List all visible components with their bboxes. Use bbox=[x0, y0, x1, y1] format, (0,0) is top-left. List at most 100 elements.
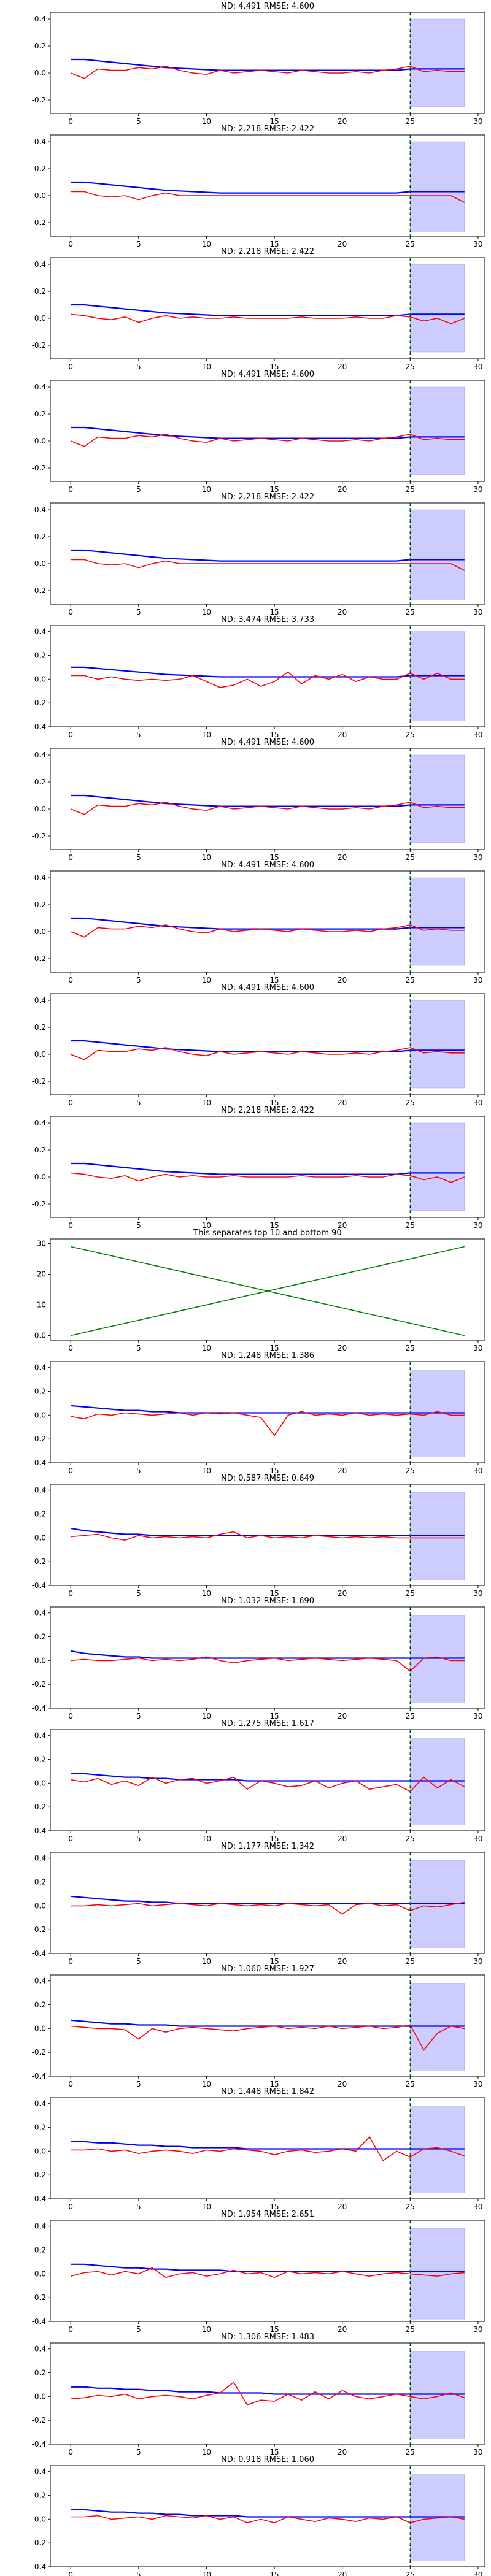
red-series-line bbox=[71, 1411, 465, 1436]
subplot-title: This separates top 10 and bottom 90 bbox=[193, 1229, 341, 1238]
x-tick-label: 25 bbox=[406, 976, 415, 984]
forecast-interval-band bbox=[410, 509, 465, 600]
x-tick-label: 5 bbox=[136, 608, 141, 616]
x-tick-label: 0 bbox=[68, 362, 73, 371]
blue-series-line bbox=[71, 426, 465, 439]
x-tick-label: 25 bbox=[406, 1098, 415, 1107]
forecast-interval-band bbox=[410, 1122, 465, 1211]
subplot-title: ND: 0.918 RMSE: 1.060 bbox=[221, 2455, 314, 2464]
y-tick-label: 0.0 bbox=[34, 1332, 46, 1340]
x-tick-label: 25 bbox=[406, 2570, 415, 2576]
subplot-title: ND: 0.587 RMSE: 0.649 bbox=[221, 1474, 314, 1483]
x-tick-label: 5 bbox=[136, 1466, 141, 1475]
y-tick-label: 0.4 bbox=[34, 2345, 46, 2353]
subplot-title: ND: 2.218 RMSE: 2.422 bbox=[221, 1106, 314, 1115]
x-tick-label: 5 bbox=[136, 1957, 141, 1966]
forecast-interval-band bbox=[410, 386, 465, 475]
y-tick-label: 0.2 bbox=[34, 778, 46, 786]
x-tick-label: 30 bbox=[473, 608, 482, 616]
x-tick-label: 30 bbox=[473, 117, 482, 126]
red-series-line bbox=[71, 559, 465, 571]
y-tick-label: 0.4 bbox=[34, 1854, 46, 1863]
subplot-title: ND: 4.491 RMSE: 4.600 bbox=[221, 738, 314, 747]
blue-series-line bbox=[71, 1040, 465, 1052]
x-tick-label: 5 bbox=[136, 117, 141, 126]
subplot-title: ND: 4.491 RMSE: 4.600 bbox=[221, 983, 314, 992]
x-tick-label: 15 bbox=[269, 853, 279, 862]
x-tick-label: 30 bbox=[473, 240, 482, 248]
y-tick-label: 0.4 bbox=[34, 383, 46, 391]
x-tick-label: 30 bbox=[473, 362, 482, 371]
plot-frame bbox=[50, 993, 485, 1095]
x-tick-label: 10 bbox=[202, 1344, 211, 1352]
y-tick-label: -0.2 bbox=[32, 2171, 46, 2179]
x-tick-label: 0 bbox=[68, 2448, 73, 2456]
subplot-15: ND: 1.275 RMSE: 1.617 -0.4 -0.2 0.0 0.2 0.4 0 5… bbox=[32, 1719, 485, 1843]
y-tick-label: 0.4 bbox=[34, 137, 46, 146]
x-tick-label: 10 bbox=[202, 240, 211, 248]
subplot-title: ND: 1.248 RMSE: 1.386 bbox=[221, 1351, 314, 1360]
x-tick-label: 20 bbox=[338, 1712, 347, 1720]
x-tick-label: 10 bbox=[202, 2080, 211, 2088]
y-tick-label: 0.0 bbox=[34, 191, 46, 200]
x-tick-label: 0 bbox=[68, 1344, 73, 1352]
x-tick-label: 20 bbox=[338, 1834, 347, 1843]
x-tick-label: 20 bbox=[338, 976, 347, 984]
red-series-line bbox=[71, 1776, 465, 1792]
x-tick-label: 10 bbox=[202, 2448, 211, 2456]
red-series-line bbox=[71, 2024, 465, 2051]
x-tick-label: 5 bbox=[136, 976, 141, 984]
y-tick-label: 0.2 bbox=[34, 1146, 46, 1154]
x-tick-label: 0 bbox=[68, 1712, 73, 1720]
x-tick-label: 15 bbox=[269, 485, 279, 494]
subplot-title: ND: 1.448 RMSE: 1.842 bbox=[221, 2087, 314, 2096]
x-tick-label: 10 bbox=[202, 2570, 211, 2576]
x-tick-label: 25 bbox=[406, 485, 415, 494]
red-series-line bbox=[71, 2515, 465, 2524]
y-tick-label: -0.4 bbox=[32, 2072, 46, 2080]
blue-series-line bbox=[71, 2141, 465, 2150]
y-tick-label: 0.2 bbox=[34, 1755, 46, 1764]
y-tick-label: 0.0 bbox=[34, 2515, 46, 2523]
y-tick-label: 0.4 bbox=[34, 627, 46, 636]
y-tick-label: 0.2 bbox=[34, 2369, 46, 2377]
y-tick-label: 0.0 bbox=[34, 1779, 46, 1787]
blue-series-line bbox=[71, 1895, 465, 1904]
plot-frame bbox=[50, 2342, 485, 2445]
y-tick-label: -0.2 bbox=[32, 954, 46, 963]
forecast-interval-band bbox=[410, 754, 465, 843]
x-tick-label: 15 bbox=[269, 1712, 279, 1720]
y-tick-label: -0.2 bbox=[32, 2293, 46, 2302]
plot-frame bbox=[50, 502, 485, 605]
subplot-title: ND: 4.491 RMSE: 4.600 bbox=[221, 2, 314, 11]
y-tick-label: -0.4 bbox=[32, 2563, 46, 2571]
x-tick-label: 0 bbox=[68, 2570, 73, 2576]
x-tick-label: 10 bbox=[202, 608, 211, 616]
y-tick-label: -0.2 bbox=[32, 2539, 46, 2547]
y-tick-label: 0.4 bbox=[34, 2467, 46, 2476]
x-tick-label: 25 bbox=[406, 240, 415, 248]
x-tick-label: 0 bbox=[68, 485, 73, 494]
subplot-14: ND: 1.032 RMSE: 1.690 -0.4 -0.2 0.0 0.2 0.4 0 5… bbox=[32, 1597, 485, 1720]
y-tick-label: 0.2 bbox=[34, 164, 46, 173]
x-tick-label: 25 bbox=[406, 1957, 415, 1966]
x-tick-label: 25 bbox=[406, 1589, 415, 1598]
subplot-11: This separates top 10 and bottom 90 0.0 10… bbox=[34, 1229, 485, 1352]
plot-frame bbox=[50, 380, 485, 482]
y-tick-label: -0.2 bbox=[32, 1200, 46, 1208]
y-tick-label: -0.2 bbox=[32, 2416, 46, 2425]
x-tick-label: 30 bbox=[473, 2202, 482, 2211]
x-tick-label: 0 bbox=[68, 853, 73, 862]
plot-frame bbox=[50, 748, 485, 850]
subplot-title: ND: 1.177 RMSE: 1.342 bbox=[221, 1842, 314, 1851]
subplot-title: ND: 4.491 RMSE: 4.600 bbox=[221, 861, 314, 870]
x-tick-label: 25 bbox=[406, 1712, 415, 1720]
y-tick-label: 0.0 bbox=[34, 314, 46, 323]
x-tick-label: 10 bbox=[202, 2325, 211, 2334]
subplot-title: ND: 1.032 RMSE: 1.690 bbox=[221, 1597, 314, 1606]
x-tick-label: 20 bbox=[338, 1466, 347, 1475]
subplot-2: ND: 2.218 RMSE: 2.422 -0.2 0.0 0.2 0.4 0 5 10 15… bbox=[32, 125, 485, 248]
x-tick-label: 5 bbox=[136, 1098, 141, 1107]
subplot-17: ND: 1.060 RMSE: 1.927 -0.4 -0.2 0.0 0.2 0.4 0 5… bbox=[32, 1965, 485, 2088]
